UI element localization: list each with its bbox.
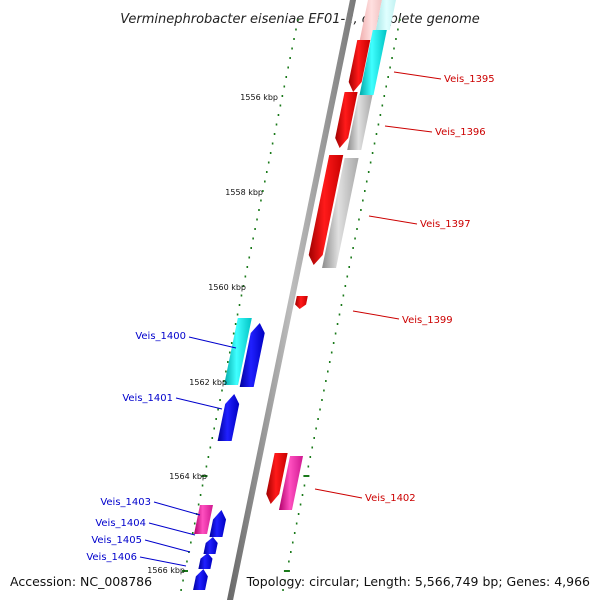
gene-arrow-veis-1397-red xyxy=(308,155,344,265)
gene-arrow-veis-1405 xyxy=(203,537,218,554)
gene-arrow-veis-1402-red xyxy=(266,453,288,504)
gene-features xyxy=(193,0,396,590)
gene-label-veis-1404[interactable]: Veis_1404 xyxy=(95,518,146,529)
leader-line xyxy=(144,539,191,553)
ruler-label: 1564 kbp xyxy=(169,472,207,481)
gene-label-veis-1399[interactable]: Veis_1399 xyxy=(402,315,453,326)
gene-arrow-veis-1400 xyxy=(239,323,265,387)
gene-label-veis-1395[interactable]: Veis_1395 xyxy=(444,74,495,85)
gene-arrow-veis-1397 xyxy=(322,158,359,268)
leader-line xyxy=(352,310,400,320)
leader-line xyxy=(368,215,418,225)
ruler-label: 1566 kbp xyxy=(147,566,185,575)
ruler-label: 1558 kbp xyxy=(225,188,263,197)
gene-label-veis-1406[interactable]: Veis_1406 xyxy=(86,552,137,563)
ruler-ticks xyxy=(180,19,401,591)
gene-arrow-veis-1401 xyxy=(217,394,240,441)
gene-arrow-veis-1402 xyxy=(278,456,304,510)
ruler-label: 1562 kbp xyxy=(189,378,227,387)
gene-arrow-veis-1395 xyxy=(359,30,387,95)
gene-label-veis-1401[interactable]: Veis_1401 xyxy=(122,393,173,404)
leader-line xyxy=(314,488,363,499)
map-title: Verminephrobacter eiseniae EF01-2, compl… xyxy=(120,12,479,27)
leader-line xyxy=(175,397,223,410)
leader-line xyxy=(384,125,433,133)
gene-label-veis-1402[interactable]: Veis_1402 xyxy=(365,493,416,504)
ruler-label: 1556 kbp xyxy=(240,93,278,102)
gene-label-veis-1405[interactable]: Veis_1405 xyxy=(91,535,142,546)
gene-arrow-veis-1403 xyxy=(194,505,213,534)
leader-line xyxy=(188,336,237,349)
gene-label-veis-1396[interactable]: Veis_1396 xyxy=(435,127,486,138)
gene-label-veis-1400[interactable]: Veis_1400 xyxy=(135,331,186,342)
gene-label-veis-1397[interactable]: Veis_1397 xyxy=(420,219,471,230)
leader-line xyxy=(148,522,196,536)
leader-line xyxy=(153,501,201,516)
genome-stats-text: Topology: circular; Length: 5,566,749 bp… xyxy=(246,574,590,589)
backbone xyxy=(226,0,357,600)
leader-line xyxy=(139,556,187,567)
accession-text: Accession: NC_008786 xyxy=(10,574,152,589)
gene-arrow-veis-1406 xyxy=(198,553,213,569)
gene-arrow-veis-1394 xyxy=(359,0,382,40)
label-leader-lines xyxy=(139,71,442,567)
gene-arrow-veis-1395-pale xyxy=(375,0,396,30)
gene-arrow-veis-1400-cyan xyxy=(224,318,252,385)
gene-arrow-veis-1396 xyxy=(347,95,373,150)
gene-label-veis-1403[interactable]: Veis_1403 xyxy=(100,497,151,508)
ruler-label: 1560 kbp xyxy=(208,283,246,292)
gene-arrow-veis-1399 xyxy=(295,296,308,309)
gene-arrow-veis-1404 xyxy=(209,510,227,537)
gene-arrow-veis-1407 xyxy=(193,569,208,590)
gene-arrow-veis-1396-red xyxy=(335,92,358,148)
leader-line xyxy=(393,71,442,80)
gene-arrow-veis-1395-red xyxy=(348,40,371,92)
